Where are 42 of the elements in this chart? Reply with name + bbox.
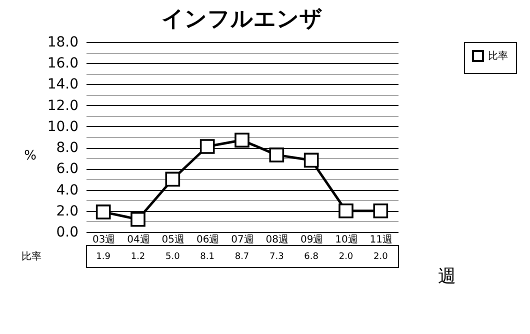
legend-label: 比率 (488, 50, 508, 62)
x-tick-label: 05週 (162, 234, 185, 246)
y-tick-label: 6.0 (56, 161, 78, 178)
x-axis-title: 週 (438, 266, 456, 287)
x-tick-label: 03週 (92, 234, 116, 246)
y-tick-label: 14.0 (47, 76, 78, 93)
y-tick-label: 8.0 (56, 140, 78, 156)
x-tick-label: 08週 (266, 234, 289, 246)
x-tick-label: 11週 (370, 234, 393, 246)
data-label: 7.3 (270, 252, 284, 262)
data-label: 1.2 (130, 252, 146, 262)
y-tick-label: 16.0 (47, 56, 78, 72)
point (234, 132, 250, 148)
data-label: 8.1 (200, 252, 214, 262)
data-label: 2.0 (374, 252, 388, 262)
point (200, 139, 215, 154)
x-tick-label: 07週 (231, 234, 254, 246)
data-label: 1.9 (96, 252, 111, 262)
point (130, 212, 146, 227)
point (96, 204, 111, 220)
data-label: 5.0 (166, 252, 180, 262)
point (338, 203, 354, 218)
x-tick-label: 06週 (196, 234, 220, 246)
y-tick-label: 2.0 (56, 203, 78, 220)
y-tick-label: 12.0 (47, 98, 78, 114)
x-tick-label: 04週 (127, 234, 150, 246)
point (269, 148, 284, 162)
data-label: 2.0 (338, 252, 354, 262)
y-axis-title: % (24, 148, 36, 164)
y-tick-label: 10.0 (47, 118, 78, 135)
y-tick-label: 18.0 (47, 34, 78, 50)
point (304, 152, 319, 168)
chart-title: インフルエンザ (162, 7, 322, 32)
y-tick-label: 4.0 (56, 182, 78, 198)
data-label: 6.8 (304, 252, 319, 262)
y-tick-label: 0.0 (56, 224, 78, 240)
x-tick-label: 09週 (300, 234, 324, 246)
x-tick-label: 10週 (335, 234, 358, 246)
text: 比率 (22, 252, 42, 262)
point (165, 172, 180, 187)
data-label: 8.7 (234, 252, 250, 262)
point (373, 203, 388, 218)
